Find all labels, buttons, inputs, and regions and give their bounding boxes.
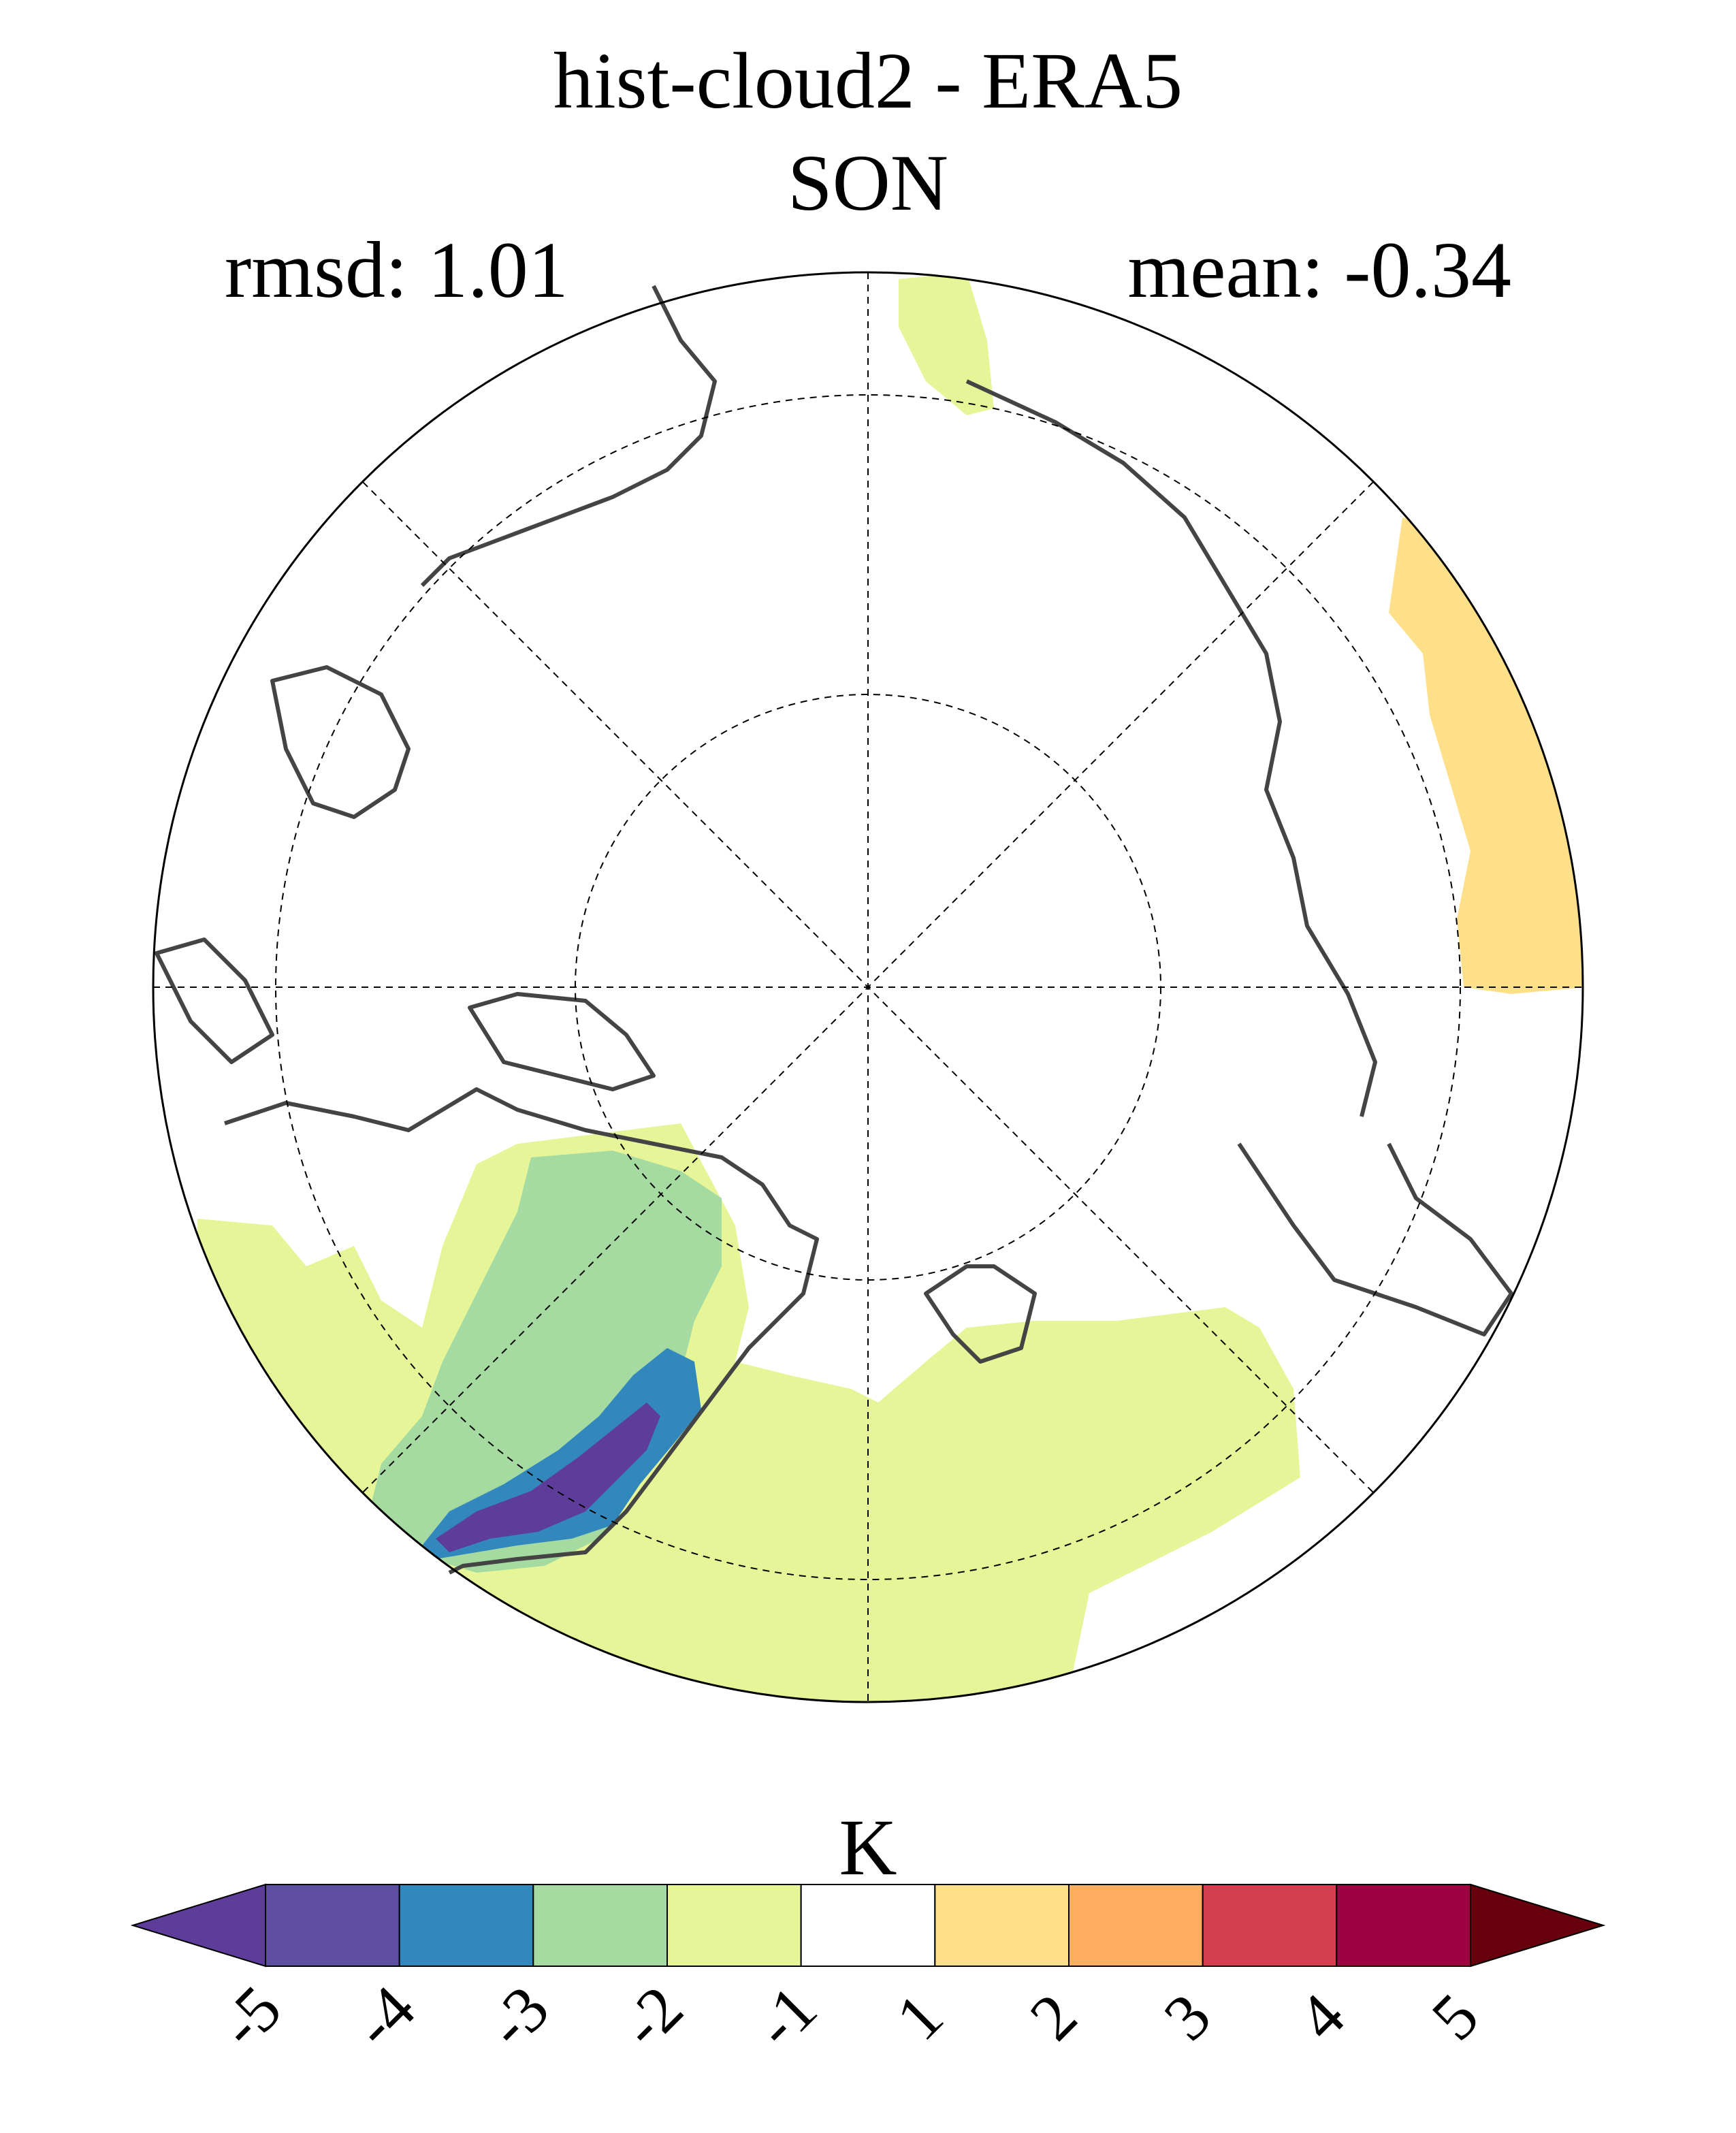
colorbar-box-7	[1068, 1884, 1204, 1967]
colorbar-box-9	[1336, 1884, 1472, 1967]
colorbar-arrow-high	[1470, 1883, 1606, 1968]
region-kamchatka-light-green	[899, 272, 994, 415]
colorbar-box-3	[532, 1884, 668, 1967]
colorbar-tick-label: -1	[741, 1972, 831, 2062]
map-boundary	[152, 271, 1584, 1703]
colorbar-arrow-low	[130, 1883, 266, 1968]
coastline-novaya	[270, 665, 411, 819]
colorbar-tick-label: -2	[607, 1972, 696, 2062]
colorbar-tick-label: -5	[205, 1972, 295, 2062]
region-eurasia-light-green	[197, 1123, 1300, 1702]
coastlines	[155, 285, 1513, 1575]
mean-label: mean: -0.34	[1127, 225, 1511, 315]
coastline-russia-east	[420, 285, 717, 588]
coastline-svalbard	[468, 992, 656, 1091]
chart-subtitle: SON	[787, 138, 949, 227]
chart-title: hist-cloud2 - ERA5	[553, 36, 1183, 125]
colorbar-tick-label: 5	[1417, 1979, 1492, 2054]
coastline-eurasia	[224, 1087, 819, 1575]
colorbar-box-6	[934, 1884, 1070, 1967]
colorbar-box-5	[800, 1884, 936, 1967]
colorbar-tick-label: 4	[1284, 1979, 1359, 2054]
colorbar-unit-label: K	[839, 1803, 897, 1892]
coastline-canada	[1237, 1142, 1513, 1336]
polar-map	[152, 271, 1584, 1703]
colorbar-box-2	[398, 1884, 534, 1967]
graticule	[153, 272, 1583, 1702]
region-siberia-purple	[436, 1402, 660, 1552]
colorbar-box-8	[1202, 1884, 1338, 1967]
colorbar-tick-label: 2	[1016, 1979, 1091, 2054]
colorbar-tick-label: -3	[472, 1972, 562, 2062]
colorbar-box-4	[666, 1884, 802, 1967]
coastline-greenland	[924, 1264, 1037, 1364]
region-north-america-yellow	[1389, 517, 1583, 994]
colorbar-box-1	[265, 1884, 400, 1967]
colorbar-tick-label: 1	[882, 1979, 957, 2054]
coastline-alaska	[965, 379, 1377, 1117]
colorbar-tick-label: -4	[339, 1972, 429, 2062]
coastline-scandinavia	[155, 937, 274, 1064]
colorbar-tick-label: 3	[1150, 1979, 1225, 2054]
rmsd-label: rmsd: 1.01	[225, 225, 568, 315]
